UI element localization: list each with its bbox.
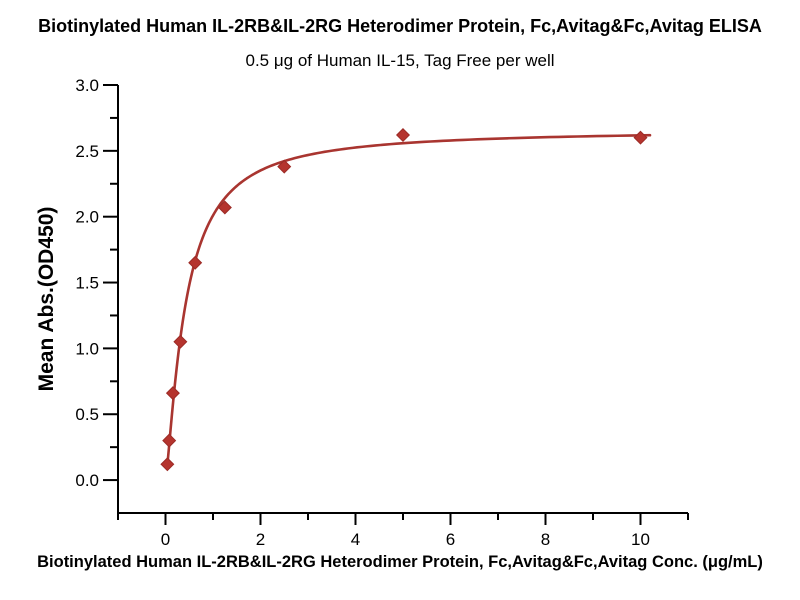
y-tick-label: 0.5 [75,405,99,424]
y-tick-label: 2.5 [75,142,99,161]
y-tick-label: 0.0 [75,471,99,490]
x-axis-label: Biotinylated Human IL-2RB&IL-2RG Heterod… [37,553,763,571]
data-point-marker [217,200,232,215]
x-tick-label: 2 [256,530,265,549]
data-point-marker [165,386,180,401]
x-tick-label: 8 [541,530,550,549]
y-tick-label: 1.0 [75,339,99,358]
x-tick-label: 4 [351,530,360,549]
data-point-marker [277,159,292,174]
x-tick-label: 6 [446,530,455,549]
data-point-marker [173,334,188,349]
y-tick-label: 3.0 [75,76,99,95]
data-point-marker [188,255,203,270]
y-tick-label: 1.5 [75,274,99,293]
fit-curve [166,133,652,467]
data-point-marker [395,128,411,143]
data-point-marker [633,130,648,145]
data-point-marker [160,457,175,472]
x-tick-label: 0 [161,530,170,549]
data-point-marker [162,433,177,448]
chart-title: Biotinylated Human IL-2RB&IL-2RG Heterod… [38,16,762,36]
x-tick-label: 10 [631,530,650,549]
y-tick-label: 2.0 [75,208,99,227]
chart-subtitle: 0.5 μg of Human IL-15, Tag Free per well [245,51,555,70]
